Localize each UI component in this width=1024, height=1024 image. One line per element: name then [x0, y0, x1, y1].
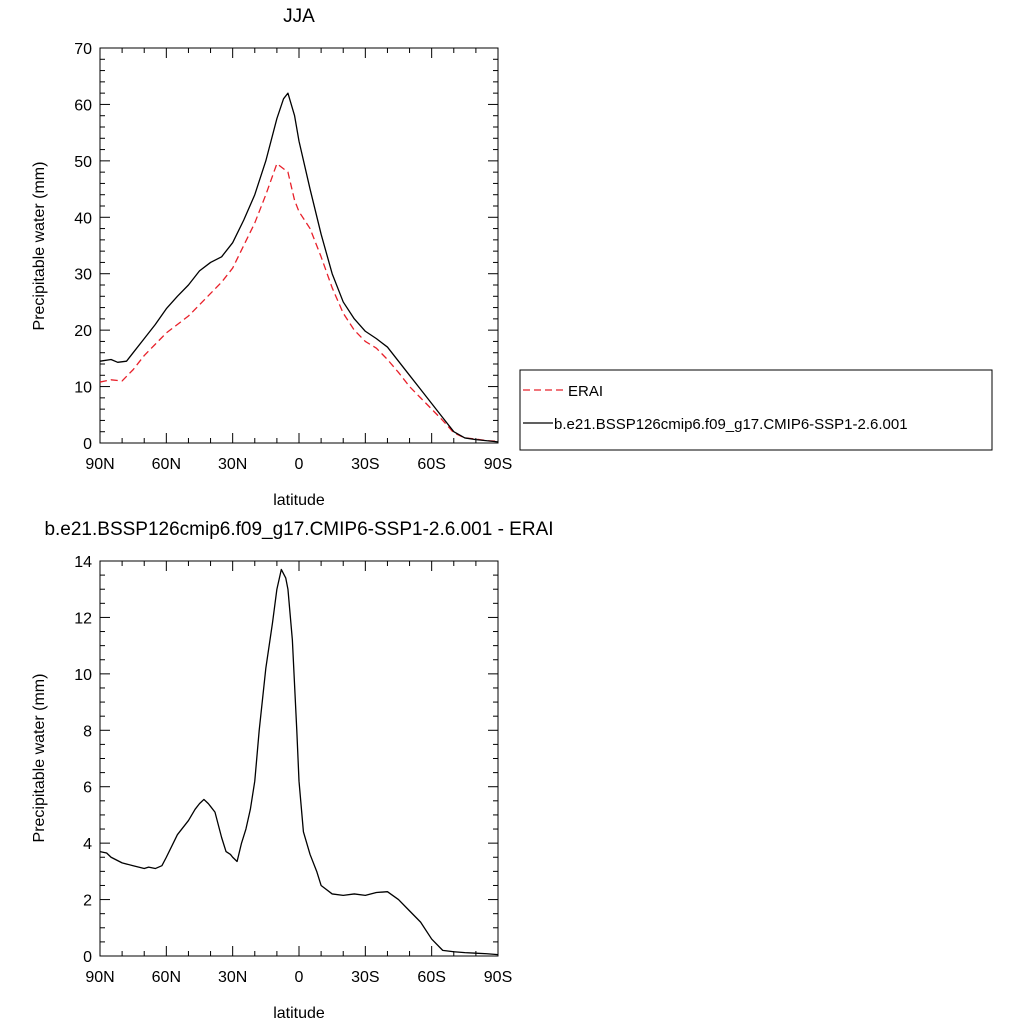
lower-plot-area: [99, 560, 499, 957]
y-tick-label: 20: [74, 323, 92, 340]
upper-panel-title: JJA: [283, 6, 315, 27]
upper-panel: JJA 90N 60N 30N 0 30S 60S 90S 010203040506070 …: [31, 6, 512, 509]
y-tick-label: 60: [74, 97, 92, 114]
y-tick-label: 50: [74, 154, 92, 171]
y-tick-label: 8: [83, 723, 92, 740]
lower-panel: b.e21.BSSP126cmip6.f09_g17.CMIP6-SSP1-2.…: [31, 519, 554, 1022]
plot-frame: [99, 47, 499, 444]
x-tick-label: 60N: [152, 456, 181, 473]
series-line-1: [99, 568, 499, 956]
x-tick-label: 30S: [351, 969, 379, 986]
x-tick-label: 60S: [417, 969, 445, 986]
x-tick-label: 90S: [484, 456, 512, 473]
legend-label-erai: ERAI: [568, 383, 603, 400]
lower-panel-title: b.e21.BSSP126cmip6.f09_g17.CMIP6-SSP1-2.…: [44, 519, 553, 540]
y-tick-label: 30: [74, 267, 92, 284]
y-tick-label: 14: [74, 554, 92, 571]
y-tick-label: 0: [83, 949, 92, 966]
legend: ERAI b.e21.BSSP126cmip6.f09_g17.CMIP6-SS…: [519, 369, 993, 451]
legend-label-model: b.e21.BSSP126cmip6.f09_g17.CMIP6-SSP1-2.…: [554, 416, 908, 433]
upper-y-ticks: 0 10 20 30 40 50 60 70: [74, 41, 498, 453]
x-tick-label: 60N: [152, 969, 181, 986]
y-tick-label: 40: [74, 210, 92, 227]
upper-series: [99, 92, 499, 443]
legend-box: [519, 369, 993, 451]
x-tick-label: 90N: [85, 456, 114, 473]
plot-frame: [99, 560, 499, 957]
x-tick-label: 90N: [85, 969, 114, 986]
lower-x-ticks: 90N 60N 30N 0 30S 60S 90S: [85, 561, 512, 986]
x-tick-label: 0: [295, 969, 304, 986]
y-tick-label: 4: [83, 836, 92, 853]
y-tick-label: 6: [83, 780, 92, 797]
y-tick-label: 10: [74, 380, 92, 397]
x-tick-label: 30S: [351, 456, 379, 473]
lower-series: [99, 568, 499, 956]
y-tick-label: 70: [74, 41, 92, 58]
y-tick-label: 2: [83, 893, 92, 910]
y-tick-label: 0: [83, 436, 92, 453]
series-line-2: [99, 92, 499, 443]
upper-plot-area: [99, 47, 499, 444]
series-line-1: [99, 163, 499, 442]
upper-x-axis-label: latitude: [273, 492, 325, 509]
upper-y-axis-label: Precipitable water (mm): [31, 162, 48, 331]
x-tick-label: 30N: [218, 456, 247, 473]
x-tick-label: 90S: [484, 969, 512, 986]
lower-y-ticks: 0 2 4 6 8 10 12 14: [74, 554, 498, 966]
x-tick-label: 0: [295, 456, 304, 473]
lower-x-axis-label: latitude: [273, 1005, 325, 1022]
x-tick-label: 30N: [218, 969, 247, 986]
y-tick-label: 12: [74, 610, 92, 627]
y-tick-label: 10: [74, 667, 92, 684]
upper-x-ticks: 90N 60N 30N 0 30S 60S 90S: [85, 48, 512, 473]
lower-y-axis-label: Precipitable water (mm): [31, 674, 48, 843]
x-tick-label: 60S: [417, 456, 445, 473]
